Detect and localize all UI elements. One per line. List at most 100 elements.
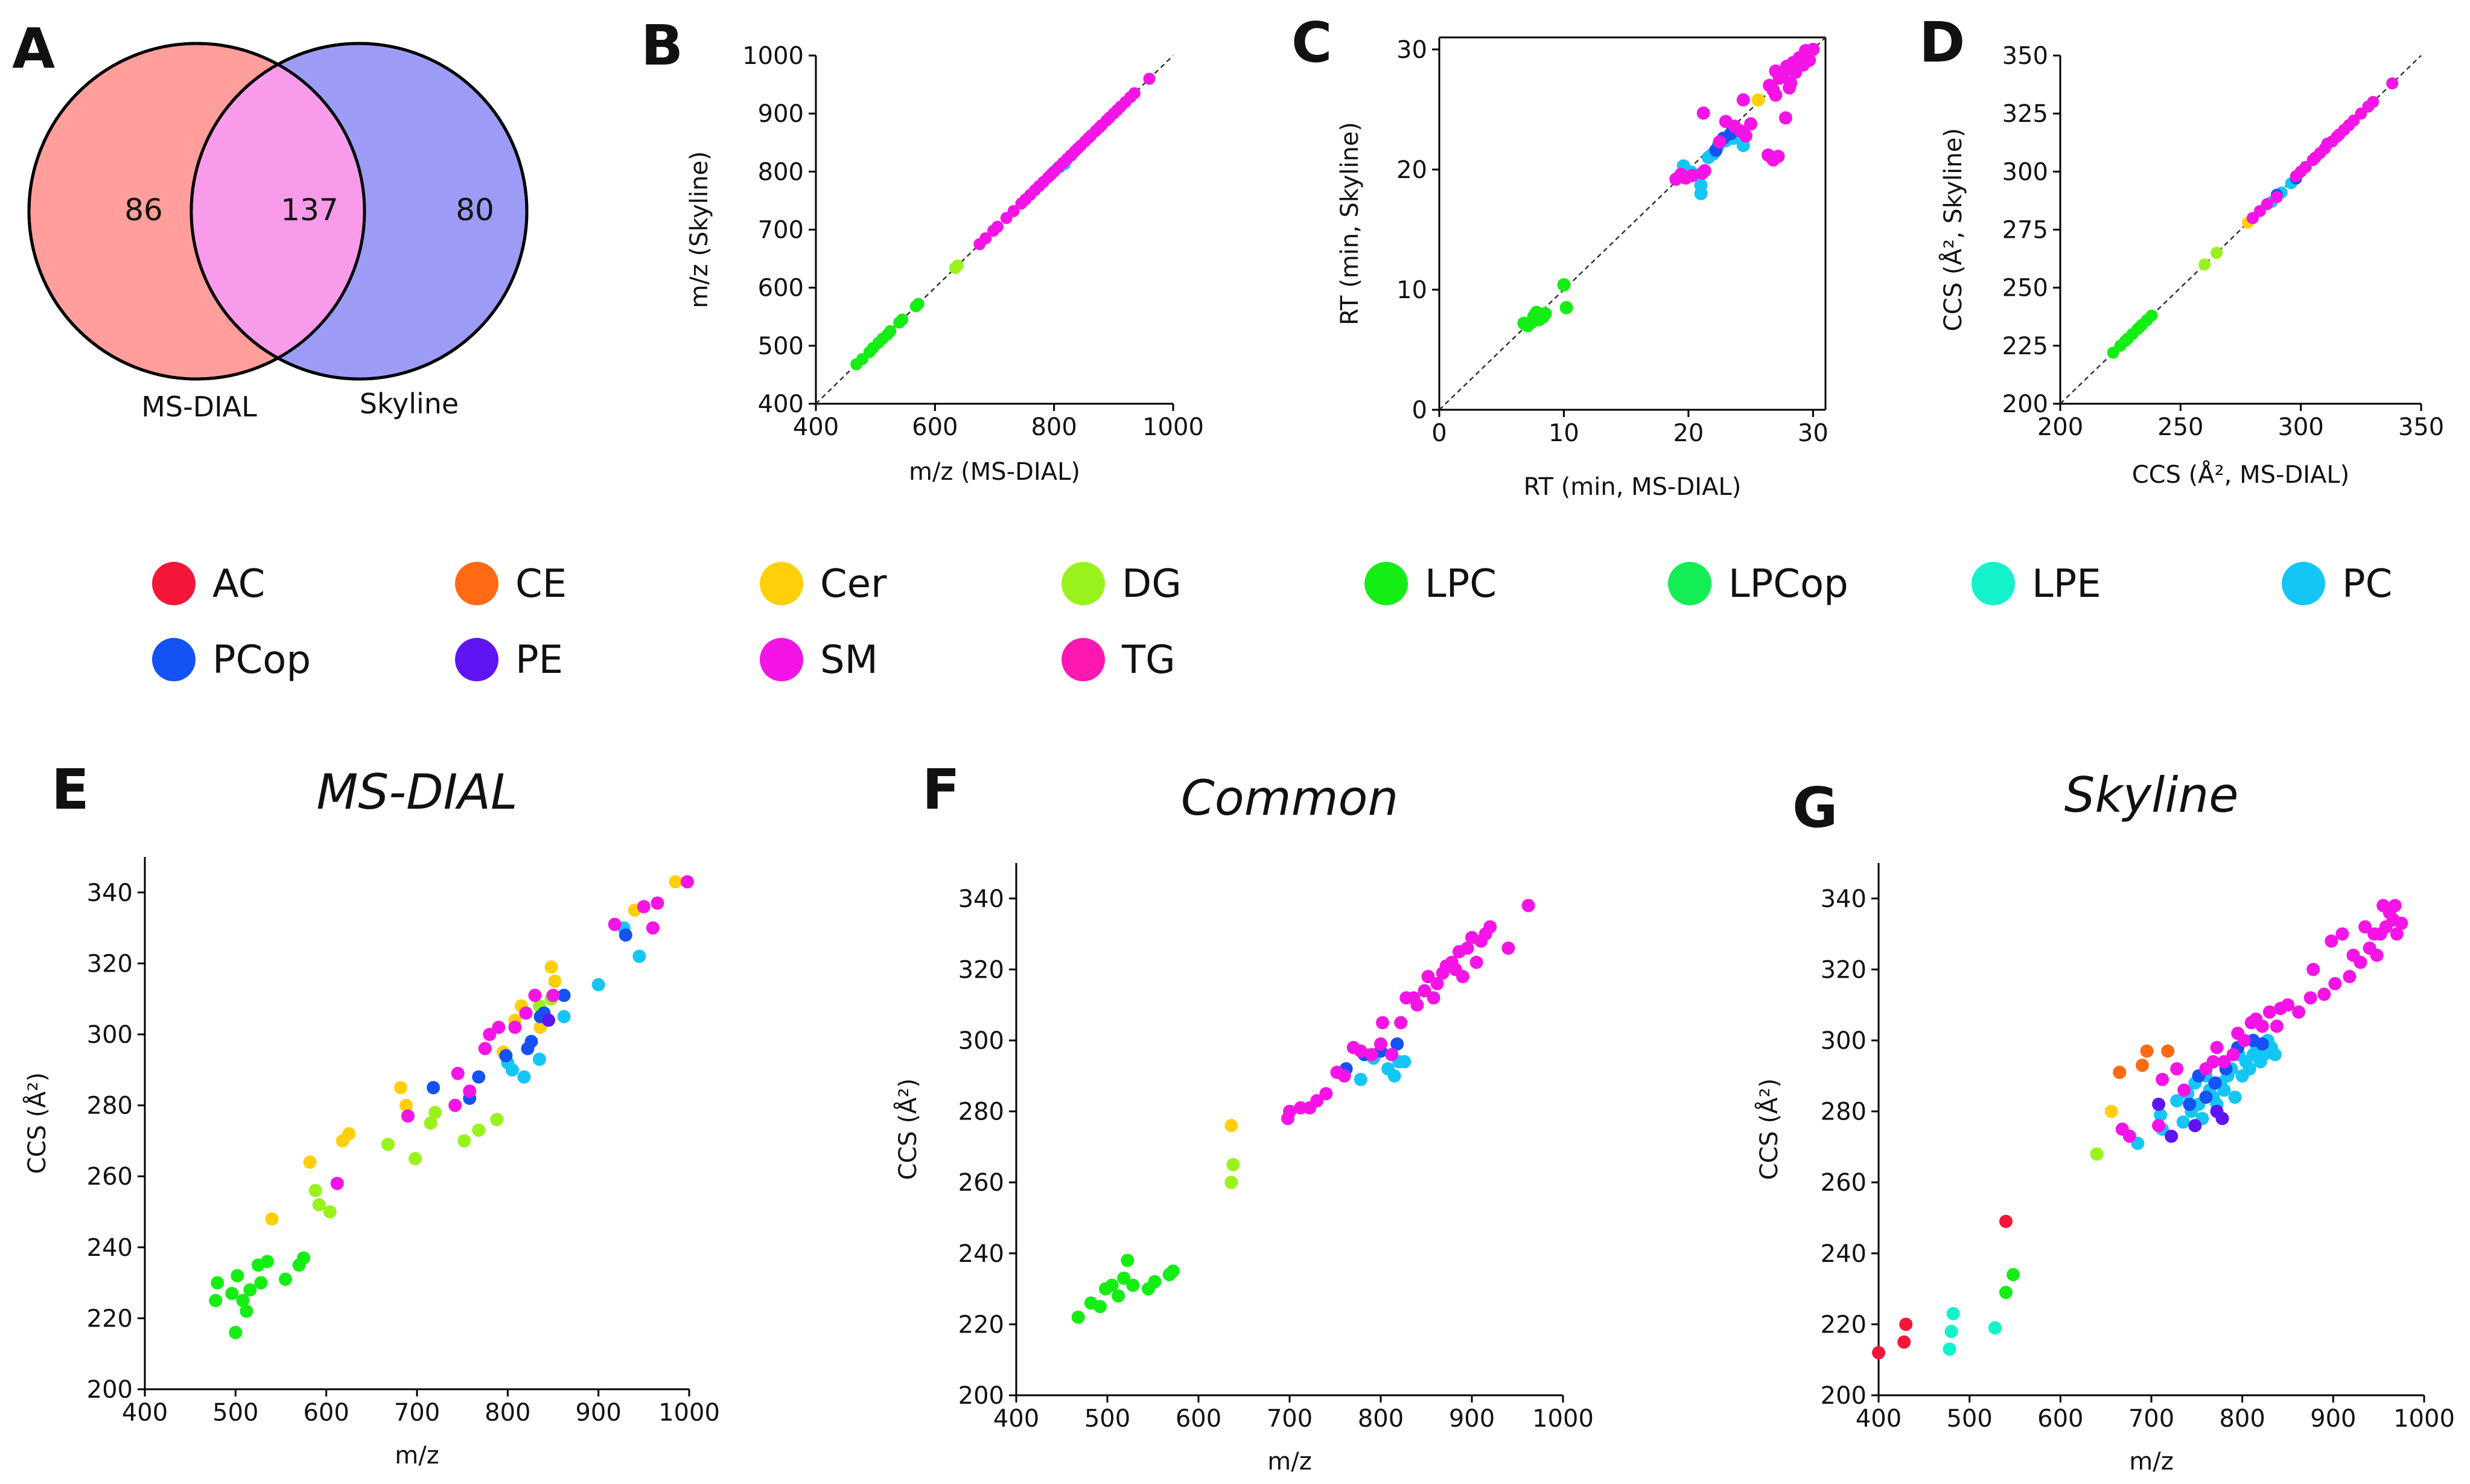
data-point-sm <box>492 1021 506 1034</box>
data-point-lpc <box>209 1294 223 1307</box>
data-point-sm <box>448 1098 462 1112</box>
data-point-lpc <box>1999 1285 2013 1299</box>
y-tick-label: 800 <box>758 158 804 186</box>
data-point-sm <box>1007 205 1020 217</box>
data-point-pe <box>2215 1112 2229 1126</box>
y-tick-label: 350 <box>2002 42 2048 70</box>
data-point-dg <box>381 1138 395 1151</box>
x-tick-label: 600 <box>303 1399 349 1427</box>
data-point-sm <box>2294 165 2307 178</box>
data-point-sm <box>2335 927 2349 941</box>
data-point-sm <box>1385 1048 1399 1062</box>
data-point-sm <box>478 1042 492 1056</box>
data-point-sm <box>1803 53 1816 67</box>
data-point-sm <box>2237 1034 2251 1047</box>
chart-c-rt-comparison: 0 10 20 30 0 10 20 30 RT (min, MS-DIAL) RT (min, … <box>1336 36 1829 501</box>
data-point-pc <box>1694 178 1708 192</box>
data-point-sm <box>1430 976 1444 990</box>
data-point-sm <box>2325 934 2338 948</box>
data-point-dg <box>2211 246 2223 259</box>
x-tick-label: 350 <box>2398 413 2444 441</box>
data-point-ac <box>1897 1335 1911 1349</box>
data-point-sm <box>637 900 651 914</box>
data-point-sm <box>2306 963 2320 976</box>
x-tick-label: 200 <box>2037 413 2083 441</box>
data-point-sm <box>401 1109 415 1123</box>
data-point-sm <box>1364 1048 1378 1062</box>
panel-letter-e: E <box>51 757 89 822</box>
y-tick-label: 200 <box>2002 390 2048 418</box>
chart-title: Common <box>1181 770 1398 826</box>
x-tick-label: 20 <box>1673 419 1704 447</box>
data-point-sm <box>2333 128 2346 141</box>
y-tick-label: 700 <box>758 217 804 244</box>
data-point-cer <box>544 960 558 974</box>
y-tick-label: 300 <box>2002 158 2048 186</box>
legend-marker-lpc <box>1364 562 1408 605</box>
data-point-sm <box>979 232 992 244</box>
data-point-pe <box>2165 1129 2179 1143</box>
data-point-sm <box>1376 1016 1390 1030</box>
data-point-pcop <box>1390 1037 1404 1051</box>
y-tick-label: 200 <box>1821 1382 1867 1410</box>
panel-letter-c: C <box>1291 10 1332 75</box>
data-point-sm <box>1394 1016 1408 1030</box>
data-point-cer <box>393 1081 407 1095</box>
chart-b-mz-comparison: 400 600 800 1000 400 500 600 700 800 900 1000 m/z (… <box>686 42 1204 486</box>
y-tick-label: 340 <box>1821 885 1867 913</box>
data-point-sm <box>2367 95 2379 108</box>
data-point-sm <box>1310 1094 1324 1107</box>
data-point-sm <box>2386 77 2399 90</box>
data-point-lpc <box>225 1287 239 1301</box>
venn-right-label: Skyline <box>360 387 459 420</box>
data-point-sm <box>528 989 542 1002</box>
data-point-sm <box>2210 1040 2224 1054</box>
x-tick-label: 500 <box>1084 1405 1130 1433</box>
data-point-sm <box>2388 899 2402 912</box>
data-point-sm <box>2358 920 2372 934</box>
data-point-sm <box>2217 1055 2231 1069</box>
data-point-cer <box>669 875 683 889</box>
data-point-cer <box>265 1212 279 1226</box>
y-tick-label: 220 <box>958 1311 1004 1339</box>
data-point-cer <box>1224 1119 1238 1133</box>
data-point-sm <box>1696 106 1710 120</box>
y-tick-label: 280 <box>958 1098 1004 1126</box>
legend-marker-ac <box>152 562 196 605</box>
y-axis-label: CCS (Å²) <box>22 1072 51 1174</box>
data-point-pcop <box>557 989 571 1002</box>
data-point-pc <box>632 949 646 963</box>
x-tick-label: 0 <box>1431 419 1447 447</box>
data-point-sm <box>2395 916 2408 930</box>
data-point-dg <box>308 1183 322 1197</box>
x-tick-label: 900 <box>1449 1405 1495 1433</box>
data-point-pcop <box>499 1049 513 1063</box>
data-point-sm <box>1410 998 1424 1012</box>
data-point-sm <box>546 989 560 1002</box>
venn-common-count: 137 <box>281 193 338 228</box>
y-tick-label: 300 <box>87 1021 133 1049</box>
x-tick-label: 800 <box>1358 1405 1404 1433</box>
y-tick-label: 300 <box>1821 1027 1867 1055</box>
y-tick-label: 20 <box>1396 156 1427 184</box>
data-point-lpc <box>1117 1271 1131 1285</box>
y-tick-label: 320 <box>958 956 1004 984</box>
data-point-pcop <box>524 1034 538 1048</box>
x-tick-label: 500 <box>1946 1405 1992 1433</box>
data-point-lpe <box>1943 1342 1956 1356</box>
panel-letter-f: F <box>922 757 960 822</box>
data-point-ce <box>2135 1059 2149 1072</box>
data-point-pc <box>2217 1083 2231 1097</box>
data-point-sm <box>2255 1019 2269 1033</box>
legend-label-lpcop: LPCop <box>1728 562 1848 607</box>
x-tick-label: 600 <box>912 413 958 441</box>
y-axis-label: RT (min, Skyline) <box>1336 122 1364 325</box>
data-point-sm <box>463 1084 477 1098</box>
legend-marker-lpe <box>1972 562 2015 605</box>
data-point-dg <box>2198 258 2211 271</box>
data-point-sm <box>519 1006 533 1020</box>
data-point-pe <box>2152 1097 2166 1111</box>
data-point-sm <box>2177 1083 2191 1097</box>
legend-marker-ce <box>455 562 498 605</box>
